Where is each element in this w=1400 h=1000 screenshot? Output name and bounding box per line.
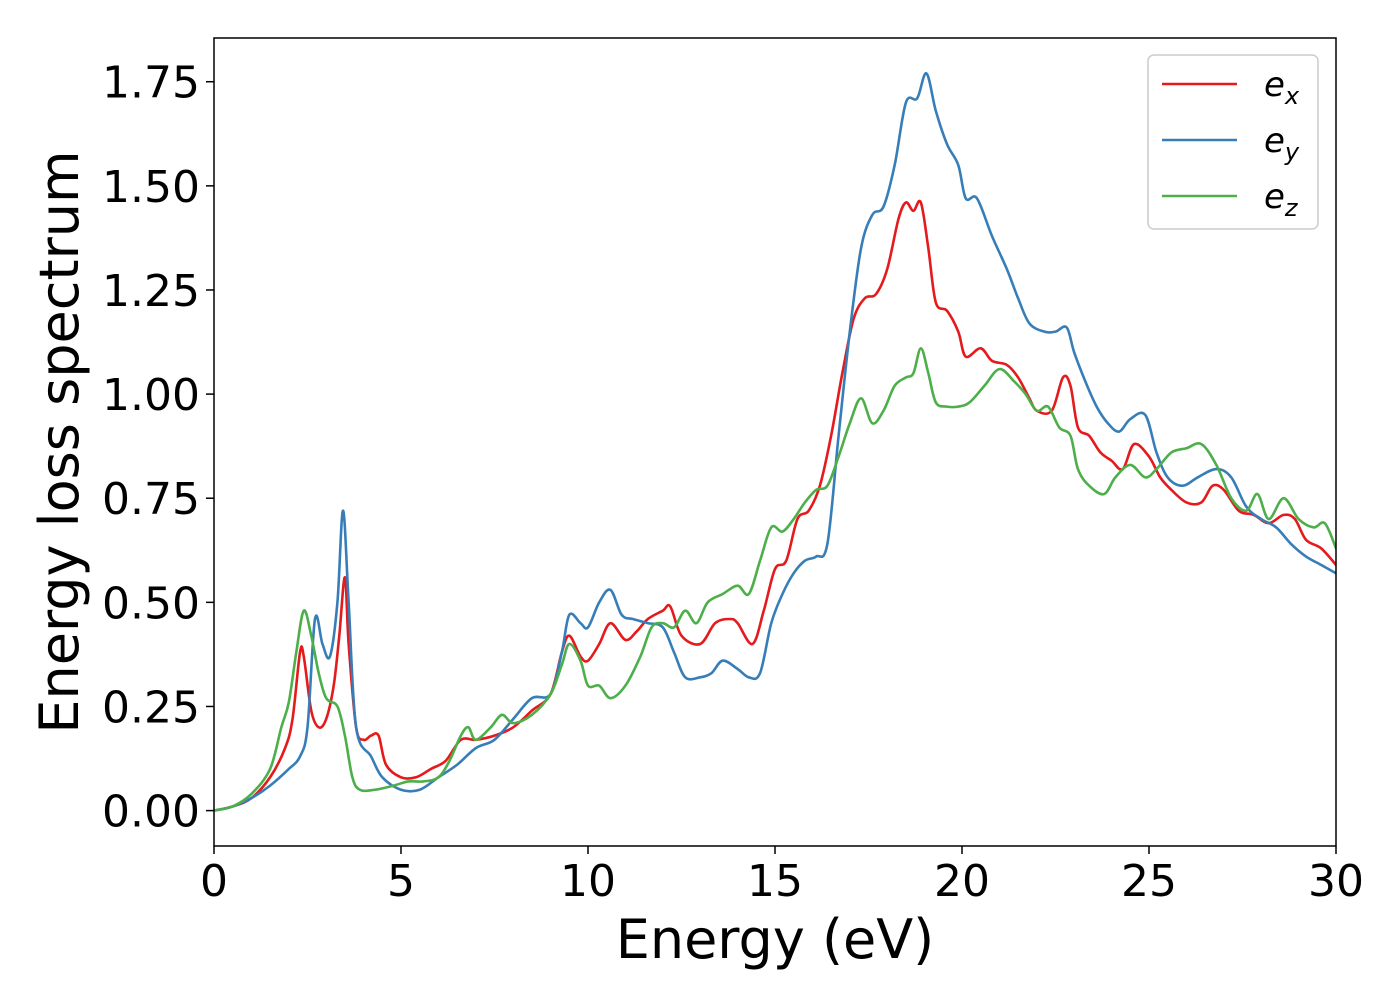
legend-box bbox=[1147, 54, 1319, 230]
x-axis-title: Energy (eV) bbox=[616, 908, 935, 971]
series-line-ey bbox=[214, 72, 1336, 812]
series-layer bbox=[214, 72, 1336, 812]
y-axis: 0.00 0.25 0.50 0.75 1.00 1.25 1.50 1.75 bbox=[102, 58, 214, 838]
y-tick-label: 1.50 bbox=[102, 162, 200, 213]
y-tick-label: 0.75 bbox=[102, 474, 200, 525]
x-tick-label: 30 bbox=[1308, 856, 1364, 907]
y-tick-label: 0.00 bbox=[102, 787, 200, 838]
y-tick-label: 1.25 bbox=[102, 266, 200, 317]
x-tick-label: 5 bbox=[387, 856, 415, 907]
x-tick-label: 10 bbox=[560, 856, 616, 907]
x-tick-label: 20 bbox=[934, 856, 990, 907]
y-tick-label: 0.50 bbox=[102, 578, 200, 629]
x-tick-label: 25 bbox=[1121, 856, 1177, 907]
x-tick-label: 0 bbox=[200, 856, 228, 907]
y-tick-label: 1.00 bbox=[102, 370, 200, 421]
y-axis-title: Energy loss spectrum bbox=[28, 150, 91, 733]
series-line-ez bbox=[214, 346, 1336, 812]
x-axis: 0 5 10 15 20 25 30 bbox=[200, 846, 1364, 907]
y-tick-label: 1.75 bbox=[102, 58, 200, 109]
y-tick-label: 0.25 bbox=[102, 682, 200, 733]
x-tick-label: 15 bbox=[747, 856, 803, 907]
